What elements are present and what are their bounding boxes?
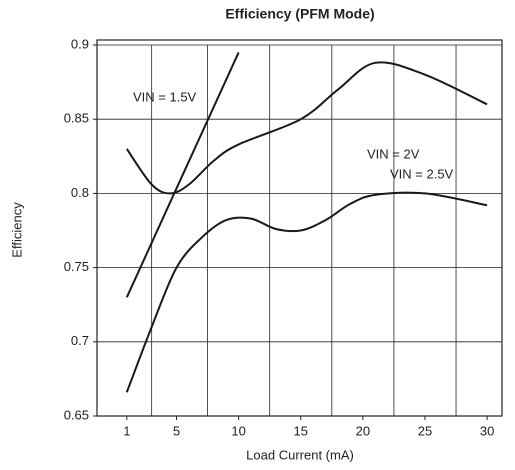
x-tick-label: 20 — [356, 423, 370, 438]
series-label: VIN = 2.5V — [390, 166, 454, 181]
line — [125, 52, 240, 298]
x-tick-label: 10 — [231, 423, 245, 438]
x-tick-label: 15 — [294, 423, 308, 438]
y-tick-label: 0.65 — [64, 407, 89, 422]
line — [125, 191, 488, 393]
x-tick-label: 30 — [480, 423, 494, 438]
x-tick-label: 5 — [173, 423, 180, 438]
y-tick-label: 0.75 — [64, 259, 89, 274]
y-axis-label: Efficiency — [9, 202, 24, 258]
plot-frame — [96, 39, 503, 417]
line — [125, 61, 488, 195]
y-tick-label: 0.85 — [64, 111, 89, 126]
chart-title: Efficiency (PFM Mode) — [225, 6, 374, 22]
x-tick-label: 1 — [123, 423, 130, 438]
y-tick-label: 0.9 — [71, 36, 89, 51]
x-axis-label: Load Current (mA) — [246, 447, 354, 462]
y-tick-label: 0.8 — [71, 185, 89, 200]
series-label: VIN = 1.5V — [133, 89, 197, 104]
y-tick-label: 0.7 — [71, 333, 89, 348]
x-tick-label: 25 — [418, 423, 432, 438]
series-label: VIN = 2V — [367, 146, 420, 161]
